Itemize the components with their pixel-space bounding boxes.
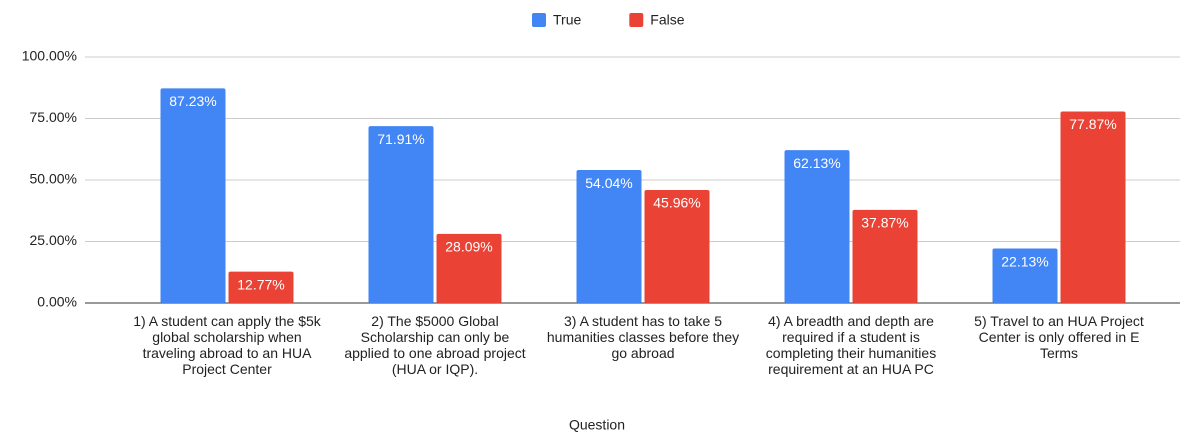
x-axis-title: Question [569, 417, 625, 433]
legend-label: False [650, 12, 684, 28]
bar [368, 126, 434, 303]
bar [576, 170, 642, 303]
data-label: 62.13% [793, 155, 840, 171]
bar [992, 248, 1058, 303]
y-tick-label: 75.00% [30, 109, 77, 125]
bar [1060, 111, 1126, 304]
y-tick-label: 0.00% [37, 294, 77, 310]
x-tick-label: 1) A student can apply the $5k global sc… [133, 313, 321, 377]
data-label: 22.13% [1001, 253, 1048, 269]
legend-swatch [629, 13, 644, 27]
data-label: 54.04% [585, 175, 632, 191]
data-label: 77.87% [1069, 116, 1116, 132]
y-tick-label: 100.00% [22, 48, 77, 64]
x-tick-label: 4) A breadth and depth are required if a… [765, 313, 937, 377]
bar [852, 209, 918, 303]
x-tick-label: 5) Travel to an HUA Project Center is on… [974, 313, 1144, 361]
data-label: 12.77% [237, 276, 284, 292]
data-label: 37.87% [861, 215, 908, 231]
bar [160, 88, 226, 303]
bar [784, 150, 850, 303]
x-tick-label: 2) The $5000 Global Scholarship can only… [344, 313, 526, 377]
x-tick-label: 3) A student has to take 5 humanities cl… [546, 313, 740, 361]
bar [228, 271, 294, 303]
legend-swatch [532, 13, 546, 27]
y-tick-label: 25.00% [30, 232, 77, 248]
data-label: 45.96% [653, 195, 700, 211]
data-label: 87.23% [169, 93, 216, 109]
bar [436, 233, 502, 303]
data-label: 28.09% [445, 239, 492, 255]
legend-label: True [553, 12, 581, 28]
bar [644, 189, 710, 303]
data-label: 71.91% [377, 131, 424, 147]
y-tick-label: 50.00% [30, 171, 77, 187]
